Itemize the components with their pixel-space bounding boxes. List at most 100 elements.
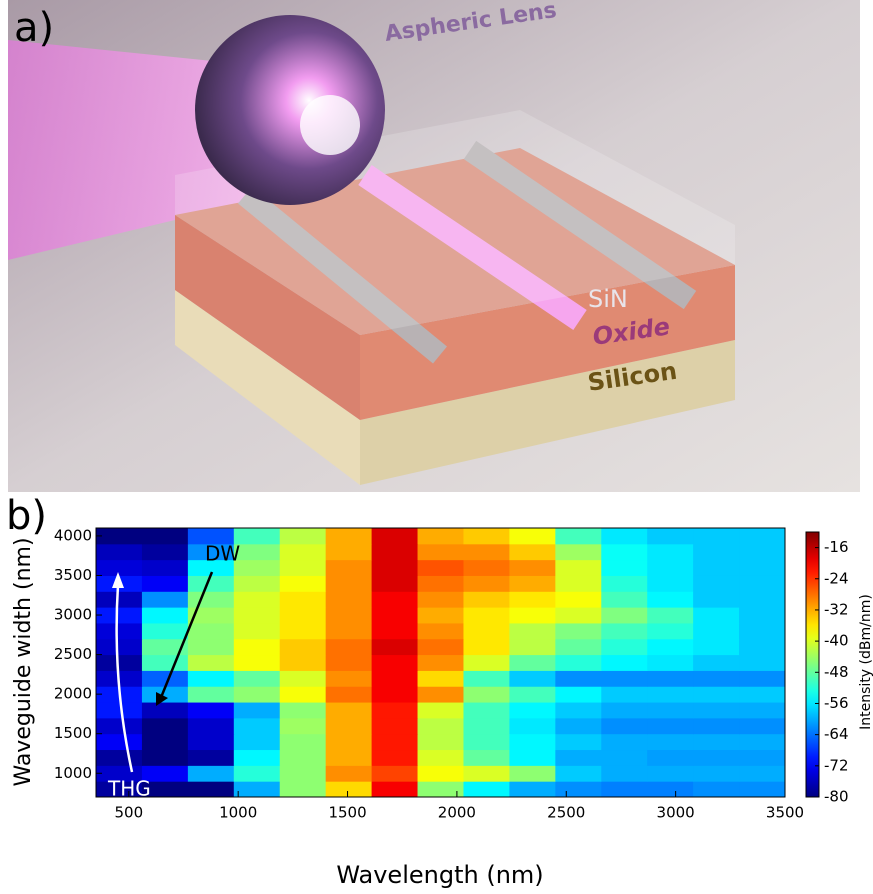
heatmap-cell xyxy=(693,528,740,545)
x-tick-label: 3000 xyxy=(657,804,695,822)
waveguide xyxy=(238,186,447,364)
heatmap-cell xyxy=(601,543,648,561)
heatmap-cell xyxy=(371,717,419,735)
heatmap-cell xyxy=(141,749,189,766)
heatmap-cell xyxy=(463,559,510,576)
colorbar-tick-label: -72 xyxy=(824,756,849,774)
heatmap-cell xyxy=(647,607,694,624)
panel-label: a) xyxy=(14,5,54,51)
aspheric-lens xyxy=(195,15,385,205)
dw-arrowhead xyxy=(156,692,168,706)
heatmap-cell xyxy=(233,781,281,797)
heatmap-cell xyxy=(325,702,373,719)
heatmap-cell xyxy=(739,607,785,624)
heatmap-cell xyxy=(233,543,281,561)
heatmap-cell xyxy=(555,749,602,766)
heatmap-cell xyxy=(141,622,189,640)
heatmap-cell xyxy=(325,559,373,576)
heatmap-cell xyxy=(325,638,373,656)
heatmap-cell xyxy=(141,717,189,735)
heatmap-cell xyxy=(371,781,419,797)
heatmap-cell xyxy=(96,638,143,656)
annotation: DW xyxy=(205,542,240,566)
heatmap-cell xyxy=(601,717,648,735)
heatmap-cell xyxy=(555,591,602,608)
heatmap-cell xyxy=(463,654,510,671)
heatmap-cell xyxy=(739,559,785,576)
heatmap-cell xyxy=(417,749,464,766)
thg-arrowhead xyxy=(112,572,124,588)
heatmap-cell xyxy=(96,622,143,640)
heatmap-cell xyxy=(187,733,235,751)
heatmap-cell xyxy=(693,717,740,735)
colorbar-tick-label: -32 xyxy=(824,600,849,618)
x-tick-label: 1500 xyxy=(328,804,366,822)
heatmap-cell xyxy=(509,591,556,608)
heatmap-cell xyxy=(509,543,556,561)
heatmap-cell xyxy=(647,749,694,766)
oxide-left xyxy=(175,215,360,420)
heatmap-cell xyxy=(96,543,143,561)
heatmap-cell xyxy=(463,670,510,687)
colorbar-tick-label: -40 xyxy=(824,632,849,650)
heatmap-cell xyxy=(325,543,373,561)
x-tick-label: 3500 xyxy=(766,804,804,822)
heatmap-cell xyxy=(739,733,785,751)
heatmap-cell xyxy=(693,607,740,624)
heatmap-cell xyxy=(647,670,694,687)
heatmap-cell xyxy=(233,622,281,640)
heatmap-cell xyxy=(187,686,235,703)
heatmap-cell xyxy=(555,654,602,671)
heatmap-cell xyxy=(693,591,740,608)
heatmap-cell xyxy=(739,654,785,671)
heatmap-cell xyxy=(279,733,327,751)
heatmap-cell xyxy=(96,749,143,766)
heatmap-cell xyxy=(463,622,510,640)
heatmap-cell xyxy=(555,702,602,719)
heatmap-cell xyxy=(371,733,419,751)
heatmap-cell xyxy=(463,575,510,592)
heatmap-cell xyxy=(141,575,189,592)
heatmap-cell xyxy=(555,622,602,640)
heatmap-cell xyxy=(325,654,373,671)
heatmap-cell xyxy=(233,575,281,592)
heatmap-cell xyxy=(187,607,235,624)
heatmap-cell xyxy=(96,607,143,624)
heatmap-cell xyxy=(509,622,556,640)
panel-label: b) xyxy=(6,493,47,539)
heatmap-cell xyxy=(279,607,327,624)
heatmap-cell xyxy=(325,575,373,592)
heatmap-cell xyxy=(325,686,373,703)
heatmap-cell xyxy=(509,686,556,703)
heatmap-cell xyxy=(279,717,327,735)
heatmap-cell xyxy=(371,654,419,671)
colorbar-tick-label: -64 xyxy=(824,725,849,743)
heatmap-cell xyxy=(96,781,143,797)
heatmap-cell xyxy=(555,717,602,735)
x-tick-label: 1000 xyxy=(219,804,257,822)
heatmap-cell xyxy=(187,654,235,671)
heatmap-cell xyxy=(325,749,373,766)
heatmap-cell xyxy=(233,670,281,687)
heatmap-cell xyxy=(555,559,602,576)
heatmap-cell xyxy=(463,638,510,656)
heatmap-cell xyxy=(371,559,419,576)
heatmap-cell xyxy=(233,654,281,671)
heatmap-cell xyxy=(693,638,740,656)
heatmap-cell xyxy=(509,559,556,576)
heatmap-cell xyxy=(233,528,281,545)
heatmap-cell xyxy=(141,702,189,719)
heatmap-cell xyxy=(509,654,556,671)
heatmap-cell xyxy=(141,559,189,576)
heatmap-cell xyxy=(371,749,419,766)
thg-arrow xyxy=(115,584,134,773)
heatmap-cell xyxy=(371,575,419,592)
heatmap-cell xyxy=(279,575,327,592)
heatmap-cell xyxy=(371,607,419,624)
heatmap-cell xyxy=(417,654,464,671)
heatmap-cell xyxy=(187,765,235,782)
heatmap-cell xyxy=(233,717,281,735)
heatmap-cell xyxy=(739,749,785,766)
y-tick-label: 1500 xyxy=(54,724,92,742)
